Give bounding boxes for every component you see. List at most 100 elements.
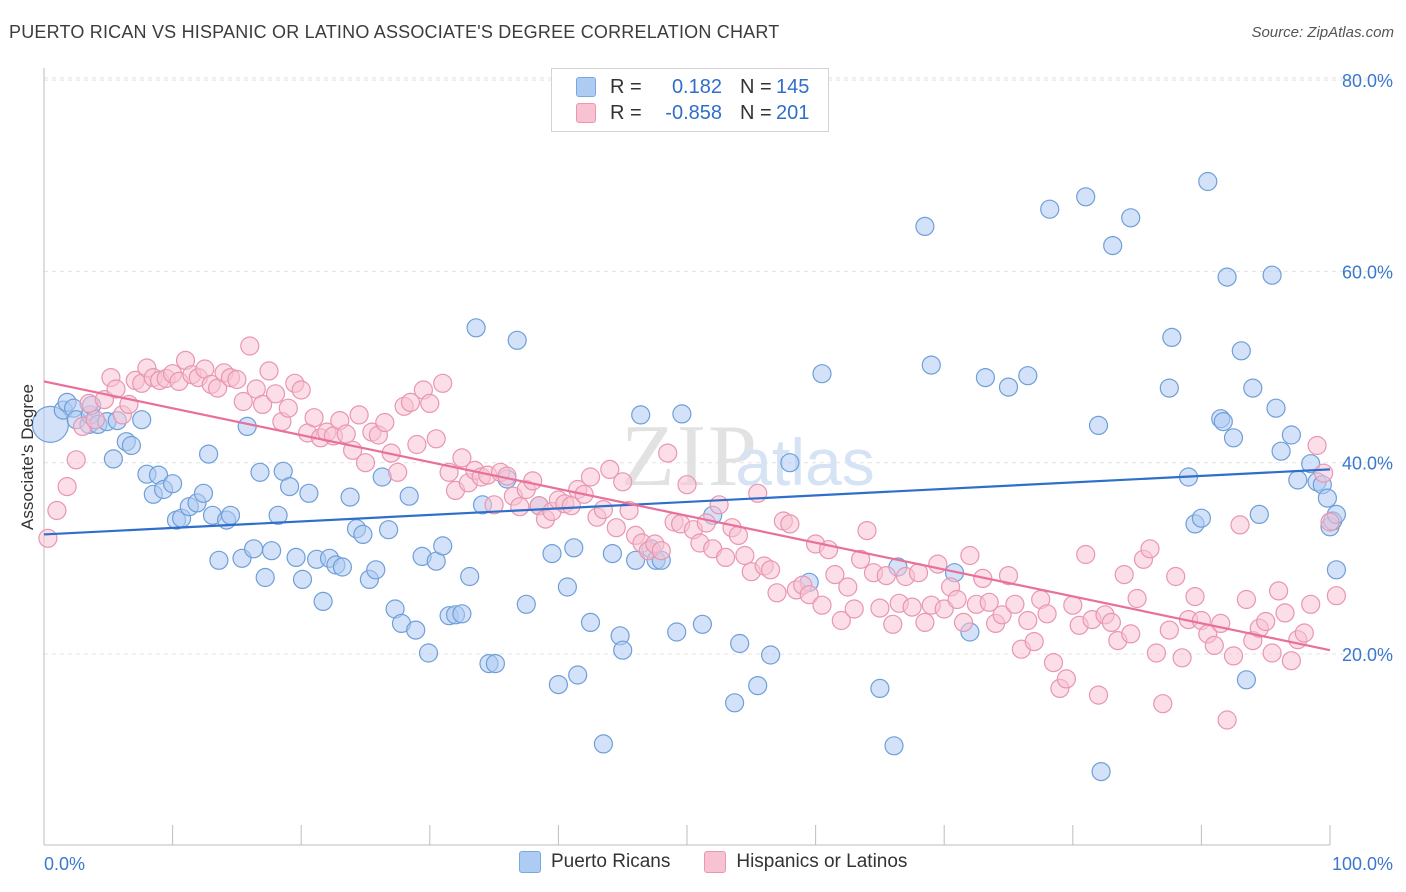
pink-point (1313, 463, 1334, 483)
series-hispanics-or-latinos (38, 336, 1347, 730)
legend-n-label: N = (740, 101, 772, 124)
legend-swatch-pink (576, 103, 596, 123)
pink-point (799, 585, 819, 605)
blue-point (199, 444, 219, 464)
blue-point (193, 483, 214, 503)
blue-point (433, 536, 453, 556)
pink-point (992, 605, 1012, 625)
blue-point (672, 404, 692, 424)
blue-point (1088, 415, 1109, 435)
legend-r-value: 0.182 (671, 75, 722, 98)
legend-item-puerto-ricans[interactable]: Puerto Ricans (519, 851, 670, 873)
pink-point (233, 391, 253, 412)
pink-point (240, 336, 260, 356)
blue-point (313, 591, 333, 612)
pink-point (1326, 586, 1347, 606)
blue-point (292, 569, 313, 590)
tick-labels: 20.0% 40.0% 60.0% 80.0% 0.0% 100.0% (44, 71, 1393, 874)
blue-point (870, 678, 890, 699)
pink-point (1185, 586, 1205, 607)
blue-point (1326, 560, 1347, 580)
blue-point (1243, 378, 1263, 398)
pink-point (651, 541, 671, 561)
pink-point (1204, 635, 1224, 656)
legend-n-value: 145 (776, 75, 810, 98)
pink-point (1159, 620, 1179, 640)
pink-point (1063, 595, 1083, 615)
blue-point (485, 653, 505, 674)
pink-point (1101, 612, 1122, 633)
blue-point (1018, 366, 1038, 386)
pink-point (767, 583, 787, 603)
pink-point (883, 614, 903, 634)
x-tick-label-max: 100.0% (1332, 854, 1393, 874)
pink-point (780, 514, 800, 534)
blue-point (1317, 488, 1338, 508)
blue-point (593, 734, 614, 754)
blue-point (625, 550, 646, 570)
pink-point (934, 599, 954, 619)
pink-point (728, 525, 749, 546)
blue-point (255, 567, 275, 588)
pink-point (760, 560, 781, 580)
blue-point (1091, 761, 1111, 782)
blue-point (460, 566, 480, 587)
blue-point (1288, 470, 1308, 490)
grid-lines (44, 77, 1392, 655)
blue-point (1040, 199, 1060, 219)
legend-label: Hispanics or Latinos (736, 851, 908, 872)
blue-point (418, 643, 439, 663)
blue-point (268, 505, 288, 525)
blue-point (1231, 341, 1251, 361)
pink-point (838, 577, 858, 597)
legend-item-hispanics[interactable]: Hispanics or Latinos (704, 851, 907, 873)
pink-point (523, 471, 543, 491)
blue-point (998, 377, 1019, 397)
pink-point (1301, 594, 1321, 614)
axes (43, 68, 1331, 846)
blue-point (568, 665, 588, 685)
blue-point (466, 318, 486, 338)
blue-point (724, 693, 745, 713)
pink-point (1262, 643, 1282, 663)
pink-point (1127, 588, 1147, 609)
pink-point (658, 443, 678, 463)
pink-point (253, 394, 273, 414)
pink-point (265, 384, 286, 404)
pink-point (291, 380, 311, 400)
legend-swatch-blue (576, 77, 596, 97)
pink-point (420, 393, 440, 413)
pink-point (1223, 646, 1244, 666)
blue-point (1266, 398, 1286, 418)
pink-point (709, 495, 729, 515)
pink-point (1230, 515, 1250, 535)
pink-point (106, 379, 126, 399)
pink-point (998, 565, 1019, 586)
pink-point (600, 459, 620, 479)
blue-point (507, 330, 527, 350)
pink-point (561, 496, 581, 516)
blue-point (1249, 504, 1269, 525)
blue-point (884, 736, 904, 756)
legend-r-label: R = (610, 101, 642, 124)
blue-point (1159, 378, 1179, 398)
x-tick-label-min: 0.0% (44, 854, 85, 874)
pink-point (278, 398, 298, 418)
pink-point (375, 412, 395, 433)
legend-label: Puerto Ricans (551, 851, 671, 872)
pink-point (1281, 651, 1302, 671)
pink-point (57, 477, 77, 497)
pink-point (613, 472, 633, 492)
blue-point (975, 368, 996, 388)
pink-point (407, 434, 427, 455)
blue-point (748, 675, 768, 696)
pink-point (433, 373, 453, 393)
pink-point (876, 565, 896, 586)
blue-point (209, 550, 229, 570)
legend-swatch-pink (704, 851, 727, 873)
blue-point (237, 416, 257, 436)
blue-point (1217, 267, 1237, 287)
blue-point (1198, 171, 1218, 192)
source-credit: Source: ZipAtlas.com (1251, 24, 1394, 41)
pink-point (1166, 566, 1186, 587)
